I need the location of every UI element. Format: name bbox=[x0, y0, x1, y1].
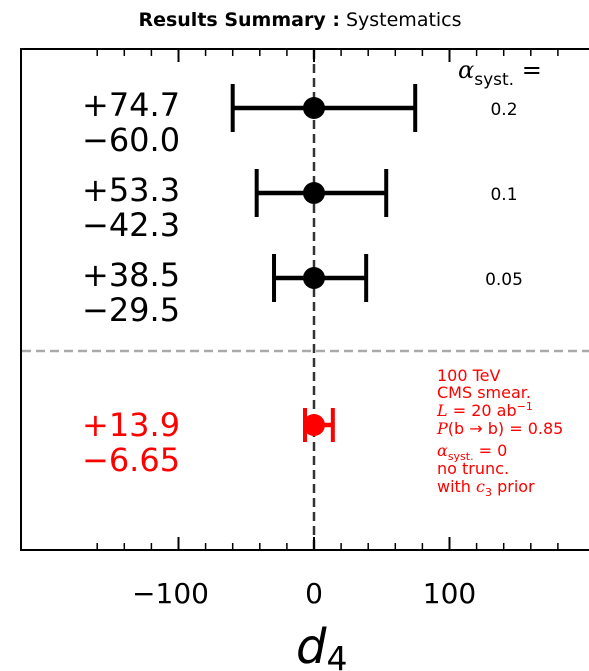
x-axis-ticks bbox=[96, 50, 559, 549]
upper-uncertainty-label: +74.7 bbox=[82, 86, 180, 124]
alpha-header: αsyst. = bbox=[458, 56, 542, 90]
plot-frame bbox=[20, 48, 589, 551]
annotation-smearing: CMS smear. bbox=[437, 383, 531, 402]
annotation-prior: with c3 prior bbox=[437, 477, 535, 499]
row-alpha-0.1: +53.3 −42.3 0.1 bbox=[82, 169, 518, 244]
lower-uncertainty-label: −29.5 bbox=[82, 291, 180, 329]
annotation-btag-probability: P(b → b) = 0.85 bbox=[436, 419, 563, 438]
upper-uncertainty-label: +53.3 bbox=[82, 171, 180, 209]
lower-uncertainty-label: −42.3 bbox=[82, 206, 180, 244]
x-axis-label: d4 bbox=[296, 619, 347, 671]
central-value-point bbox=[303, 182, 325, 204]
upper-uncertainty-label: +38.5 bbox=[82, 256, 180, 294]
alpha-value-label: 0.2 bbox=[490, 100, 517, 120]
x-tick-label: −100 bbox=[132, 577, 209, 610]
alpha-header-symbol: α bbox=[458, 56, 474, 84]
x-axis-label-main: d bbox=[296, 619, 327, 671]
annotation-truncation: no trunc. bbox=[437, 459, 509, 478]
annotation-luminosity: L = 20 ab−1 bbox=[436, 400, 533, 420]
alpha-value-label: 0.05 bbox=[485, 270, 523, 290]
annotation-energy: 100 TeV bbox=[437, 366, 501, 385]
x-tick-label: 0 bbox=[305, 577, 323, 610]
alpha-header-eq: = bbox=[514, 56, 542, 84]
chart-title: Results Summary : Systematics bbox=[138, 9, 461, 31]
chart-title-bold: Results Summary : bbox=[138, 9, 339, 31]
x-tick-label: 100 bbox=[423, 577, 476, 610]
row-alpha-0.05: +38.5 −29.5 0.05 bbox=[82, 254, 523, 329]
x-axis-label-sub: 4 bbox=[326, 639, 347, 671]
row-alpha-0.2: +74.7 −60.0 0.2 bbox=[82, 84, 518, 159]
alpha-value-label: 0.1 bbox=[490, 185, 517, 205]
central-value-point bbox=[303, 267, 325, 289]
lower-uncertainty-label: −6.65 bbox=[82, 441, 180, 479]
upper-uncertainty-label: +13.9 bbox=[82, 406, 180, 444]
lower-uncertainty-label: −60.0 bbox=[82, 121, 180, 159]
settings-annotation: 100 TeV CMS smear. L = 20 ab−1 P(b → b) … bbox=[436, 366, 563, 499]
row-main-result: +13.9 −6.65 bbox=[82, 406, 335, 479]
chart-title-rest: Systematics bbox=[340, 9, 462, 31]
central-value-point bbox=[303, 97, 325, 119]
annotation-alpha-syst: αsyst. = 0 bbox=[437, 441, 507, 463]
alpha-header-sub: syst. bbox=[474, 70, 514, 90]
central-value-point bbox=[303, 414, 325, 436]
